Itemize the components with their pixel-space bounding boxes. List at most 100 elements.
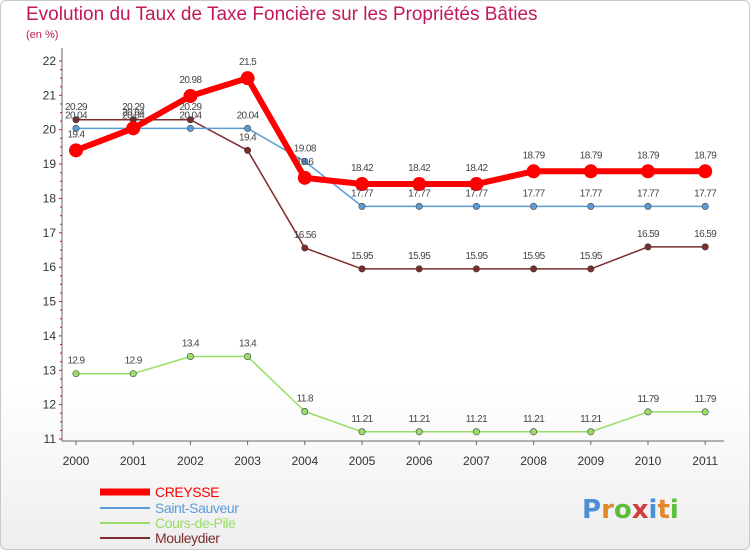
y-tick-label: 11	[44, 432, 57, 446]
data-point-mouleydier	[358, 265, 366, 273]
x-tick-label: 2009	[577, 454, 604, 468]
data-point-saint-sauveur	[186, 124, 194, 132]
data-label-saint-sauveur: 20.04	[122, 110, 145, 121]
data-label-saint-sauveur: 20.04	[65, 110, 88, 121]
data-label-cours-de-pile: 11.21	[409, 414, 431, 425]
data-point-creysse	[69, 143, 83, 158]
chart-subtitle: (en %)	[26, 29, 59, 41]
legend-label-cours-de-pile: Cours-de-Pile	[155, 515, 236, 531]
data-point-mouleydier	[644, 243, 652, 251]
data-point-mouleydier	[587, 265, 595, 273]
data-label-creysse: 20.04	[122, 107, 145, 118]
data-label-mouleydier: 15.95	[465, 251, 488, 262]
y-tick-label: 16	[43, 260, 57, 274]
proxiti-logo: Proxiti	[582, 495, 679, 525]
data-point-creysse	[583, 164, 598, 179]
data-label-creysse: 18.6	[296, 157, 314, 168]
data-label-cours-de-pile: 11.21	[523, 414, 545, 425]
data-label-creysse: 18.79	[694, 150, 717, 161]
y-tick-label: 18	[43, 191, 57, 205]
data-label-saint-sauveur: 17.77	[465, 188, 488, 199]
data-label-saint-sauveur: 17.77	[523, 188, 546, 199]
data-label-mouleydier: 20.29	[122, 102, 145, 113]
data-label-creysse: 18.42	[408, 163, 431, 174]
y-tick-label: 20	[43, 123, 57, 137]
data-point-creysse	[240, 71, 255, 86]
legend-label-mouleydier: Mouleydier	[155, 530, 220, 546]
data-point-cours-de-pile	[301, 408, 309, 416]
x-tick-label: 2008	[520, 454, 547, 468]
data-point-creysse	[469, 177, 484, 192]
data-label-cours-de-pile: 11.79	[637, 394, 659, 405]
data-point-cours-de-pile	[358, 428, 366, 436]
data-point-cours-de-pile	[129, 370, 137, 378]
x-tick-label: 2005	[349, 454, 376, 468]
data-label-cours-de-pile: 11.21	[466, 414, 488, 425]
x-tick-label: 2006	[406, 454, 433, 468]
data-point-saint-sauveur	[644, 202, 652, 210]
data-label-creysse: 18.42	[351, 163, 374, 174]
data-point-cours-de-pile	[701, 408, 709, 416]
data-label-creysse: 19.4	[67, 129, 85, 140]
data-label-creysse: 18.79	[523, 150, 546, 161]
data-point-saint-sauveur	[587, 202, 595, 210]
data-point-creysse	[698, 164, 713, 179]
x-tick-label: 2000	[63, 454, 90, 468]
data-label-cours-de-pile: 11.21	[351, 414, 373, 425]
legend-label-creysse: CREYSSE	[155, 484, 219, 500]
data-point-cours-de-pile	[415, 428, 423, 436]
data-label-cours-de-pile: 12.9	[125, 356, 143, 367]
x-tick-label: 2010	[635, 454, 662, 468]
data-label-saint-sauveur: 17.77	[351, 188, 374, 199]
data-label-mouleydier: 19.4	[239, 132, 257, 143]
data-point-creysse	[355, 177, 369, 192]
data-label-cours-de-pile: 13.4	[182, 339, 200, 350]
data-label-mouleydier: 16.59	[694, 229, 717, 240]
data-point-mouleydier	[415, 265, 423, 273]
data-point-saint-sauveur	[530, 202, 538, 210]
data-point-cours-de-pile	[244, 353, 252, 361]
series-line-saint-sauveur	[76, 127, 706, 208]
series-line-creysse	[74, 75, 706, 188]
data-label-mouleydier: 15.95	[351, 251, 374, 262]
data-point-cours-de-pile	[530, 428, 538, 436]
data-point-creysse	[297, 170, 312, 185]
data-label-creysse: 18.79	[580, 150, 603, 161]
data-point-saint-sauveur	[301, 157, 309, 165]
data-point-cours-de-pile	[72, 370, 80, 378]
legend-label-saint-sauveur: Saint-Sauveur	[155, 500, 239, 516]
data-point-mouleydier	[72, 116, 80, 124]
data-label-mouleydier: 16.59	[637, 229, 660, 240]
x-tick-label: 2011	[692, 454, 718, 468]
series-line-mouleydier	[76, 119, 706, 270]
data-point-cours-de-pile	[472, 428, 480, 436]
y-tick-label: 21	[43, 88, 57, 102]
data-point-cours-de-pile	[186, 353, 194, 361]
data-point-mouleydier	[472, 265, 480, 273]
data-label-mouleydier: 20.29	[65, 102, 88, 113]
data-point-mouleydier	[301, 244, 309, 252]
data-label-mouleydier: 20.29	[179, 102, 202, 113]
series-line-cours-de-pile	[76, 355, 706, 433]
data-label-saint-sauveur: 17.77	[694, 188, 717, 199]
data-label-cours-de-pile: 11.21	[580, 414, 602, 425]
data-point-saint-sauveur	[244, 124, 252, 132]
data-point-saint-sauveur	[415, 202, 423, 210]
y-tick-label: 12	[43, 398, 57, 412]
data-label-saint-sauveur: 17.77	[408, 188, 431, 199]
chart-title: Evolution du Taux de Taxe Foncière sur l…	[26, 4, 538, 25]
data-point-mouleydier	[186, 116, 194, 124]
data-label-mouleydier: 15.95	[408, 251, 431, 262]
data-label-cours-de-pile: 13.4	[239, 339, 257, 350]
data-point-creysse	[126, 121, 141, 136]
data-point-creysse	[412, 177, 427, 192]
y-tick-label: 13	[43, 363, 57, 377]
x-tick-label: 2007	[463, 454, 490, 468]
data-label-mouleydier: 16.56	[294, 230, 317, 241]
x-tick-label: 2002	[177, 454, 204, 468]
data-point-cours-de-pile	[587, 428, 595, 436]
data-label-saint-sauveur: 20.04	[179, 110, 202, 121]
data-label-creysse: 21.5	[239, 57, 257, 68]
